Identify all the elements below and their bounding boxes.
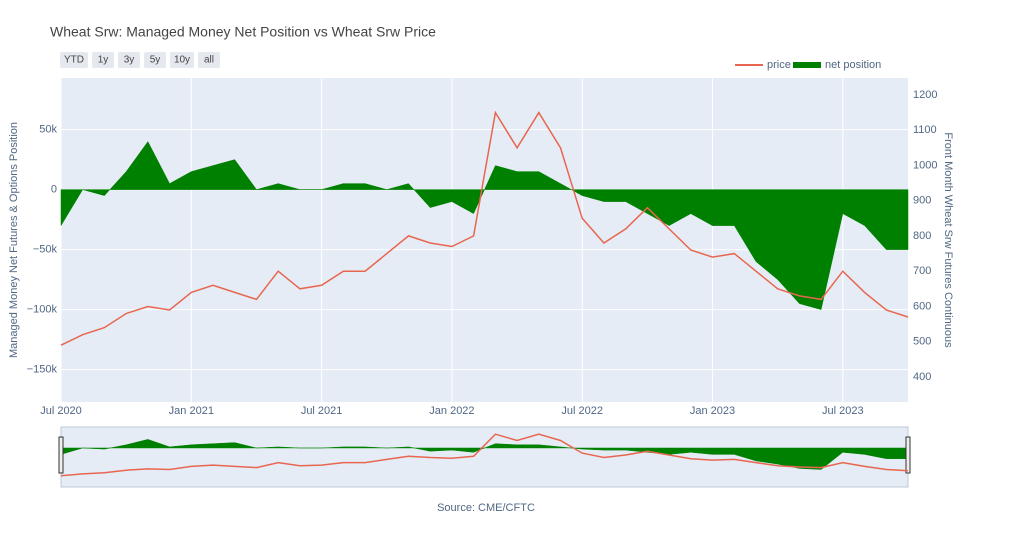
y2-tick-label: 800 bbox=[913, 230, 931, 242]
x-tick-label: Jul 2023 bbox=[822, 405, 864, 417]
button-label[interactable]: 5y bbox=[150, 55, 161, 66]
y-tick-label: −150k bbox=[27, 364, 58, 376]
y-tick-label: −100k bbox=[27, 304, 58, 316]
net-position-area bbox=[60, 141, 909, 310]
range-button[interactable]: 3y bbox=[118, 52, 140, 68]
y-axis-title: Managed Money Net Futures & Options Posi… bbox=[8, 122, 20, 358]
y-tick-label: 0 bbox=[51, 184, 57, 196]
x-tick-label: Jul 2022 bbox=[561, 405, 603, 417]
price-line bbox=[60, 433, 909, 477]
y-tick-label: 50k bbox=[39, 124, 57, 136]
chart-title: Wheat Srw: Managed Money Net Position vs… bbox=[50, 24, 436, 40]
legend-swatch bbox=[793, 62, 821, 68]
button-label[interactable]: 10y bbox=[174, 55, 190, 66]
legend-label: net position bbox=[825, 59, 881, 71]
y2-tick-label: 1200 bbox=[913, 89, 937, 101]
x-tick-label: Jan 2023 bbox=[690, 405, 735, 417]
y2-tick-label: 900 bbox=[913, 195, 931, 207]
button-label[interactable]: YTD bbox=[64, 55, 84, 66]
button-bg bbox=[170, 52, 194, 68]
button-bg bbox=[144, 52, 166, 68]
range-button[interactable]: 1y bbox=[92, 52, 114, 68]
button-label[interactable]: all bbox=[204, 55, 214, 66]
y2-tick-label: 500 bbox=[913, 336, 931, 348]
x-tick-label: Jan 2022 bbox=[429, 405, 474, 417]
source-note: Source: CME/CFTC bbox=[437, 502, 535, 514]
range-button[interactable]: YTD bbox=[60, 52, 88, 68]
button-bg bbox=[92, 52, 114, 68]
y-tick-label: −50k bbox=[33, 244, 58, 256]
x-tick-label: Jul 2020 bbox=[40, 405, 82, 417]
range-button[interactable]: all bbox=[198, 52, 220, 68]
y2-axis-title: Front Month Wheat Srw Futures Continuous bbox=[942, 132, 954, 348]
x-tick-label: Jul 2021 bbox=[301, 405, 343, 417]
price-line bbox=[60, 110, 909, 346]
slider-handle[interactable] bbox=[905, 436, 911, 474]
button-bg bbox=[198, 52, 220, 68]
y2-tick-label: 1100 bbox=[913, 124, 937, 136]
y2-tick-label: 600 bbox=[913, 300, 931, 312]
button-bg bbox=[118, 52, 140, 68]
legend-label: price bbox=[767, 59, 791, 71]
slider-handle[interactable] bbox=[58, 436, 64, 474]
button-label[interactable]: 1y bbox=[98, 55, 109, 66]
y2-tick-label: 1000 bbox=[913, 159, 937, 171]
x-tick-label: Jan 2021 bbox=[169, 405, 214, 417]
range-button[interactable]: 10y bbox=[170, 52, 194, 68]
y2-tick-label: 400 bbox=[913, 371, 931, 383]
range-button[interactable]: 5y bbox=[144, 52, 166, 68]
button-label[interactable]: 3y bbox=[124, 55, 135, 66]
y2-tick-label: 700 bbox=[913, 265, 931, 277]
button-bg bbox=[60, 52, 88, 68]
